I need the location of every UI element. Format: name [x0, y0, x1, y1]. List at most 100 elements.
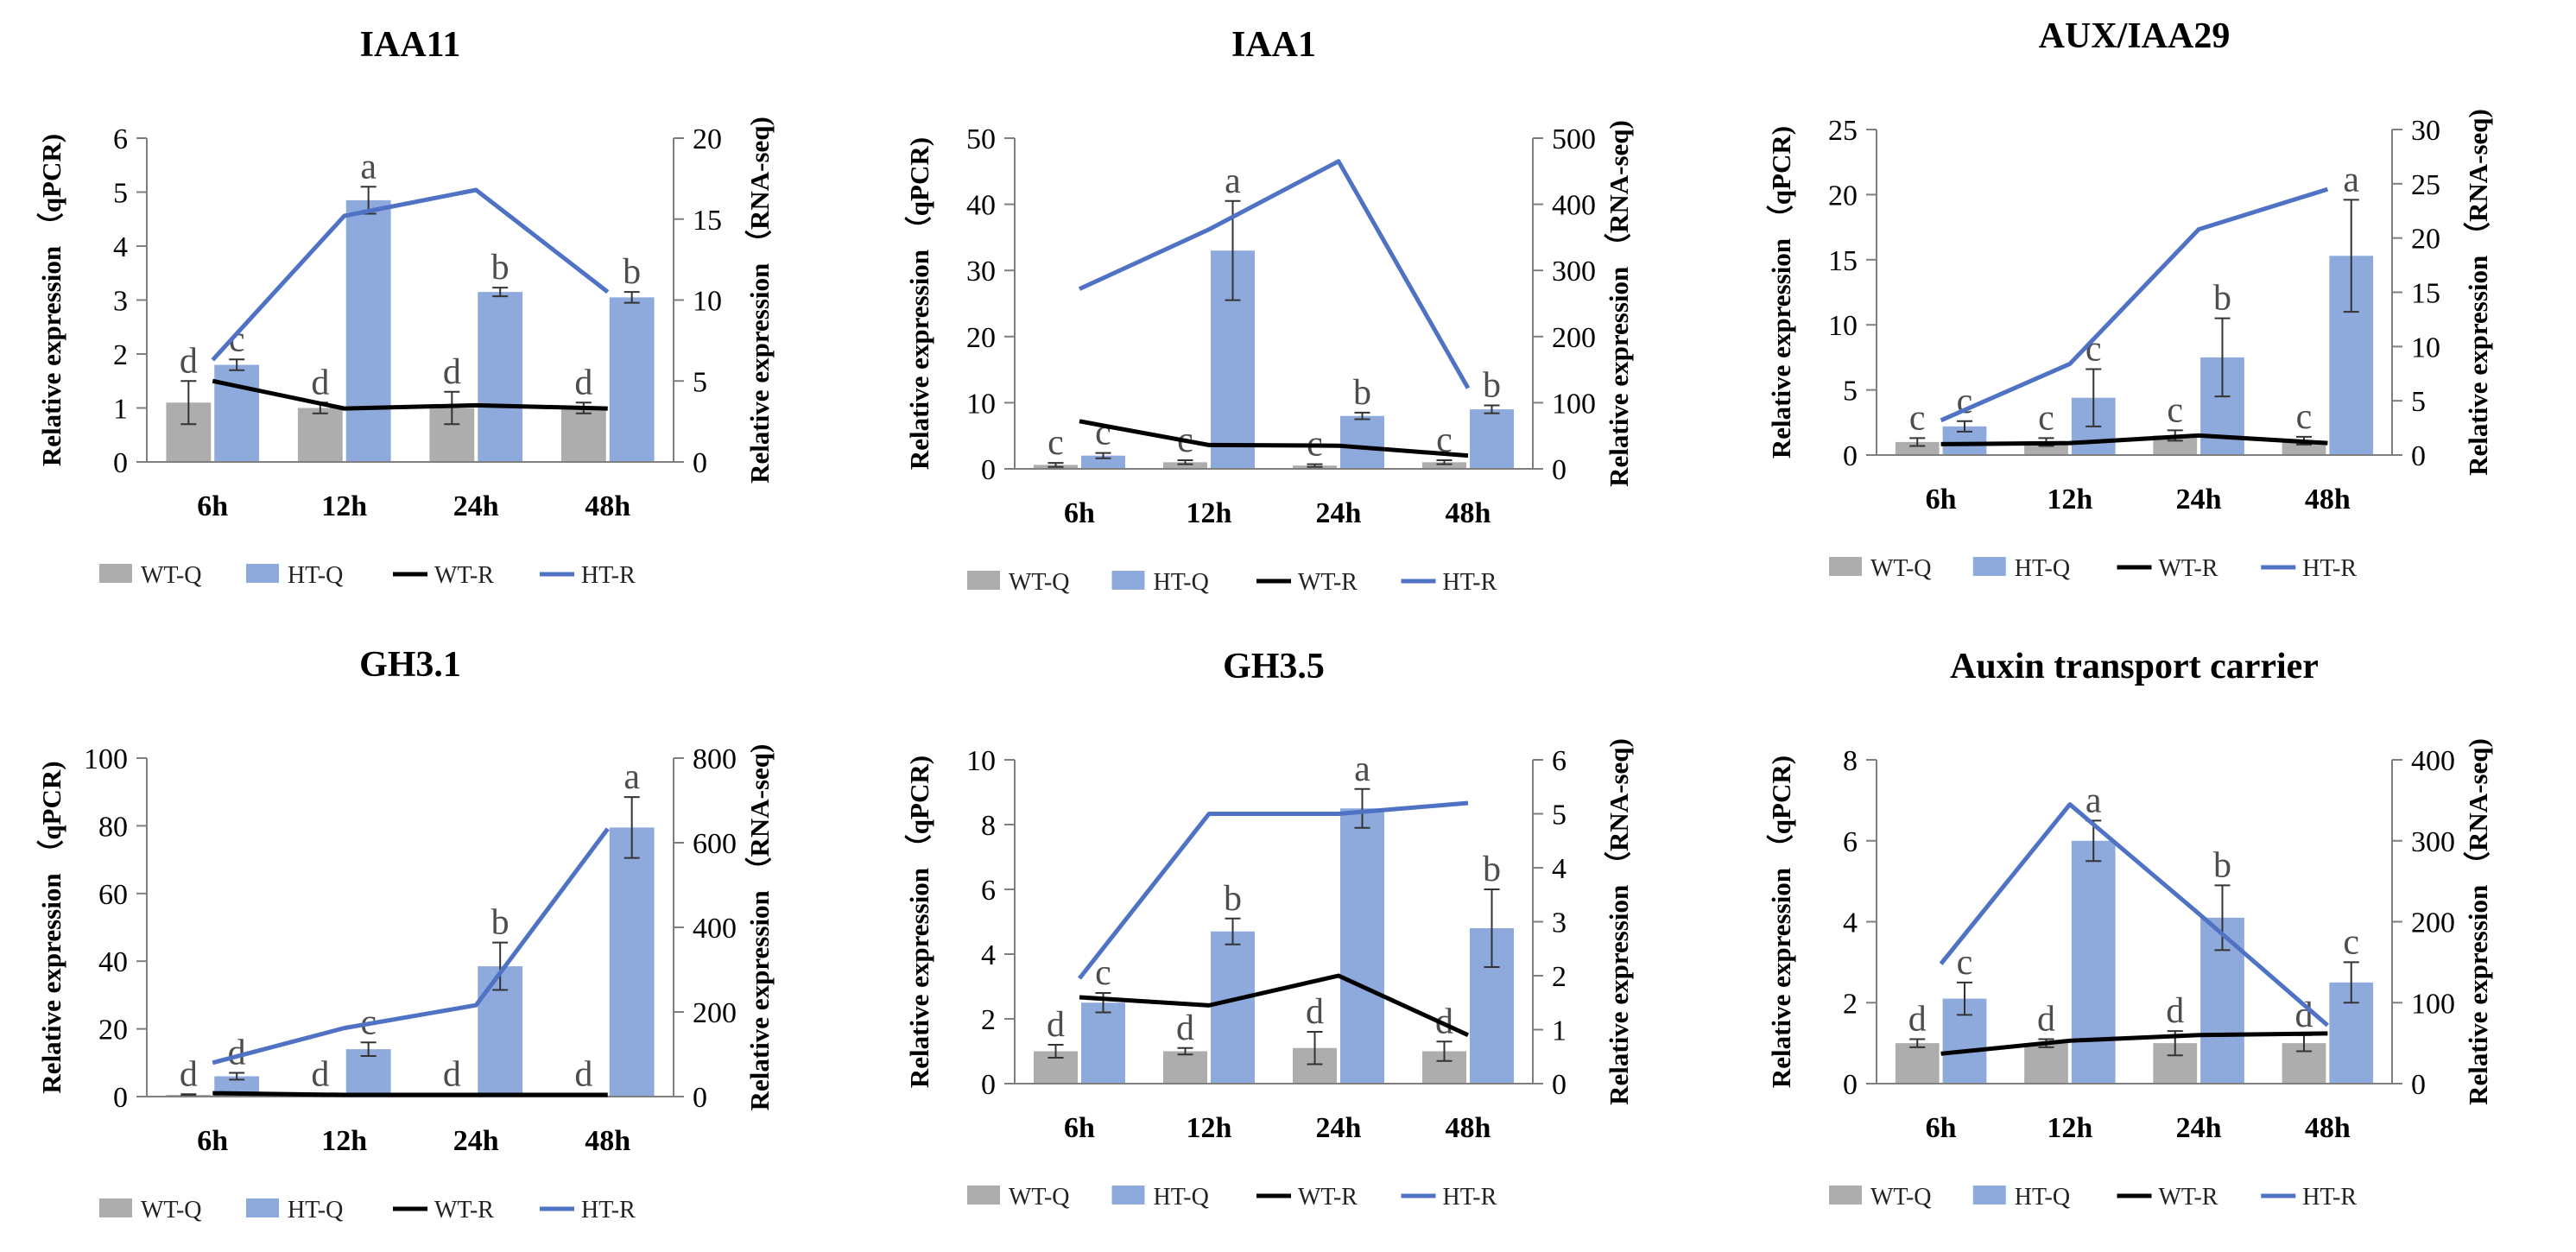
significance-label: d: [1435, 1002, 1453, 1041]
left-axis-label: Relative expression （qPCR): [36, 134, 66, 466]
significance-label: a: [1225, 161, 1241, 201]
line-wt-r: [1079, 973, 1470, 1038]
left-tick-label: 4: [1843, 907, 1858, 939]
left-tick-label: 0: [981, 454, 996, 486]
significance-label: a: [1354, 749, 1370, 789]
bar-wt-q: [2024, 1043, 2068, 1084]
right-tick-label: 6: [1552, 745, 1566, 777]
right-tick-label: 300: [1552, 256, 1596, 288]
significance-label: c: [1095, 953, 1111, 993]
x-tick-label: 24h: [2176, 484, 2222, 515]
bar-ht-q: [1081, 1002, 1125, 1084]
left-tick-label: 5: [1843, 376, 1858, 408]
left-tick-label: 6: [113, 123, 128, 155]
legend-label: HT-Q: [1154, 569, 1209, 596]
left-tick-label: 1: [113, 394, 128, 426]
significance-label: a: [623, 757, 640, 797]
bar-ht-q: [2071, 840, 2116, 1084]
legend-swatch: [1972, 557, 2006, 576]
legend-swatch: [99, 564, 132, 583]
right-tick-label: 100: [2411, 988, 2455, 1020]
significance-label: d: [1176, 1009, 1194, 1048]
legend-swatch: [1972, 1186, 2006, 1205]
right-tick-label: 5: [693, 366, 707, 398]
significance-label: b: [623, 252, 641, 292]
significance-label: a: [360, 147, 377, 187]
left-tick-label: 4: [113, 231, 128, 263]
legend-label: WT-Q: [141, 562, 202, 589]
left-tick-label: 40: [966, 190, 996, 222]
right-axis-label: Relative expression （RNA-seq): [744, 117, 775, 484]
left-tick-label: 2: [1843, 988, 1858, 1020]
significance-label: d: [1908, 999, 1927, 1039]
left-tick-label: 2: [113, 339, 128, 371]
x-tick-label: 48h: [2305, 1112, 2351, 1144]
bar-wt-q: [1163, 1051, 1207, 1084]
x-tick-label: 24h: [453, 1125, 499, 1157]
bar-ht-q: [1340, 415, 1384, 469]
legend-label: HT-R: [1443, 1184, 1497, 1211]
x-tick-label: 48h: [585, 1125, 630, 1157]
legend-swatch: [967, 571, 1000, 590]
chart-title: IAA11: [360, 25, 461, 65]
chart-panel-6: Auxin transport carrier 0 2 4 6 8 0 100 200 300 40…: [1766, 647, 2493, 1211]
bar-wt-q: [297, 408, 343, 462]
bar-wt-q: [1422, 462, 1466, 469]
line-ht-r: [1940, 187, 2329, 423]
significance-label: c: [1095, 414, 1111, 453]
left-tick-label: 2: [981, 1004, 996, 1036]
right-tick-label: 300: [2411, 826, 2455, 858]
significance-label: c: [1957, 943, 1973, 983]
right-tick-label: 200: [1552, 322, 1596, 354]
right-tick-label: 0: [2411, 1069, 2426, 1101]
right-tick-label: 20: [2411, 224, 2440, 256]
legend-label: HT-R: [1443, 569, 1497, 596]
legend-swatch: [967, 1186, 1000, 1205]
x-tick-label: 6h: [1064, 1112, 1095, 1144]
legend-label: WT-Q: [1870, 1184, 1932, 1211]
legend-label: HT-Q: [2015, 1184, 2070, 1211]
legend-label: HT-Q: [288, 1197, 343, 1224]
significance-label: d: [2037, 999, 2055, 1039]
significance-label: b: [1483, 365, 1501, 405]
legend-swatch: [246, 564, 279, 583]
significance-label: c: [2167, 390, 2183, 430]
significance-label: d: [2166, 991, 2184, 1031]
bar-ht-q: [478, 292, 523, 462]
line-ht-r: [211, 187, 610, 362]
right-tick-label: 400: [1552, 190, 1596, 222]
significance-label: b: [1224, 879, 1242, 919]
bar-ht-q: [609, 827, 655, 1097]
left-axis-label: Relative expression （qPCR): [904, 756, 934, 1088]
right-tick-label: 2: [1552, 961, 1566, 993]
left-tick-label: 60: [98, 879, 128, 911]
line-wt-r: [212, 1091, 608, 1097]
right-tick-label: 15: [693, 205, 722, 237]
right-tick-label: 400: [2411, 745, 2455, 777]
x-tick-label: 12h: [1187, 1112, 1232, 1144]
significance-label: d: [574, 1054, 592, 1094]
left-tick-label: 10: [966, 745, 996, 777]
significance-label: b: [1353, 373, 1371, 413]
right-tick-label: 4: [1552, 853, 1566, 885]
left-axis-label: Relative expression （qPCR): [1766, 126, 1796, 458]
line-ht-r: [1078, 800, 1469, 980]
left-tick-label: 0: [113, 1082, 128, 1114]
right-tick-label: 200: [693, 997, 737, 1029]
right-tick-label: 600: [693, 828, 737, 860]
significance-label: d: [228, 1034, 246, 1073]
legend-label: WT-Q: [1009, 1184, 1070, 1211]
legend-label: HT-R: [2302, 555, 2357, 582]
chart-panel-3: AUX/IAA29 0 5 10 15 20 25 0 5 10 15 20 25 30 Relative …: [1766, 16, 2493, 582]
left-tick-label: 6: [1843, 826, 1858, 858]
significance-label: b: [2213, 279, 2231, 319]
x-tick-label: 12h: [1187, 497, 1232, 529]
left-tick-label: 30: [966, 256, 996, 288]
right-tick-label: 30: [2411, 115, 2440, 147]
legend-label: WT-R: [2159, 1184, 2218, 1211]
x-tick-label: 12h: [2047, 1112, 2092, 1144]
x-tick-label: 6h: [197, 490, 228, 522]
x-tick-label: 48h: [1446, 1112, 1491, 1144]
bar-ht-q: [1211, 931, 1255, 1084]
legend-label: WT-R: [434, 562, 494, 589]
